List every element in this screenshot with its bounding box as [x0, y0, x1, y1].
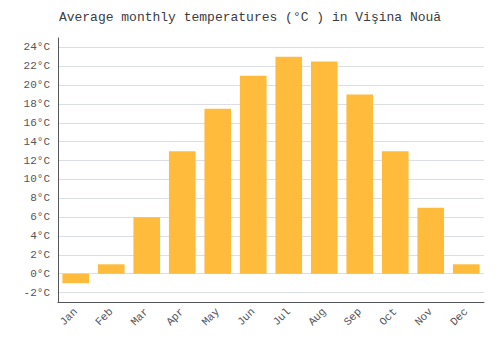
svg-text:Sep: Sep — [342, 306, 364, 328]
svg-text:Average monthly temperatures (: Average monthly temperatures (°C ) in Vi… — [59, 10, 441, 25]
svg-text:4°C: 4°C — [30, 230, 50, 242]
svg-text:22°C: 22°C — [24, 60, 51, 72]
svg-text:Dec: Dec — [448, 306, 470, 328]
svg-text:Feb: Feb — [93, 306, 115, 328]
svg-text:May: May — [200, 305, 223, 328]
svg-text:Jun: Jun — [235, 306, 257, 328]
svg-text:10°C: 10°C — [24, 173, 51, 185]
svg-text:12°C: 12°C — [24, 155, 51, 167]
svg-text:Apr: Apr — [164, 306, 186, 328]
svg-text:2°C: 2°C — [30, 249, 50, 261]
svg-text:20°C: 20°C — [24, 79, 51, 91]
svg-text:Nov: Nov — [413, 305, 436, 328]
svg-text:Aug: Aug — [306, 306, 328, 328]
svg-text:16°C: 16°C — [24, 117, 51, 129]
svg-text:18°C: 18°C — [24, 98, 51, 110]
svg-text:14°C: 14°C — [24, 136, 51, 148]
svg-text:0°C: 0°C — [30, 268, 50, 280]
svg-text:Mar: Mar — [129, 306, 151, 328]
svg-text:6°C: 6°C — [30, 211, 50, 223]
svg-text:-2°C: -2°C — [24, 287, 51, 299]
svg-text:24°C: 24°C — [24, 41, 51, 53]
svg-text:Jul: Jul — [271, 306, 293, 328]
svg-text:Oct: Oct — [377, 306, 399, 328]
svg-text:Jan: Jan — [58, 306, 80, 328]
svg-text:8°C: 8°C — [30, 192, 50, 204]
